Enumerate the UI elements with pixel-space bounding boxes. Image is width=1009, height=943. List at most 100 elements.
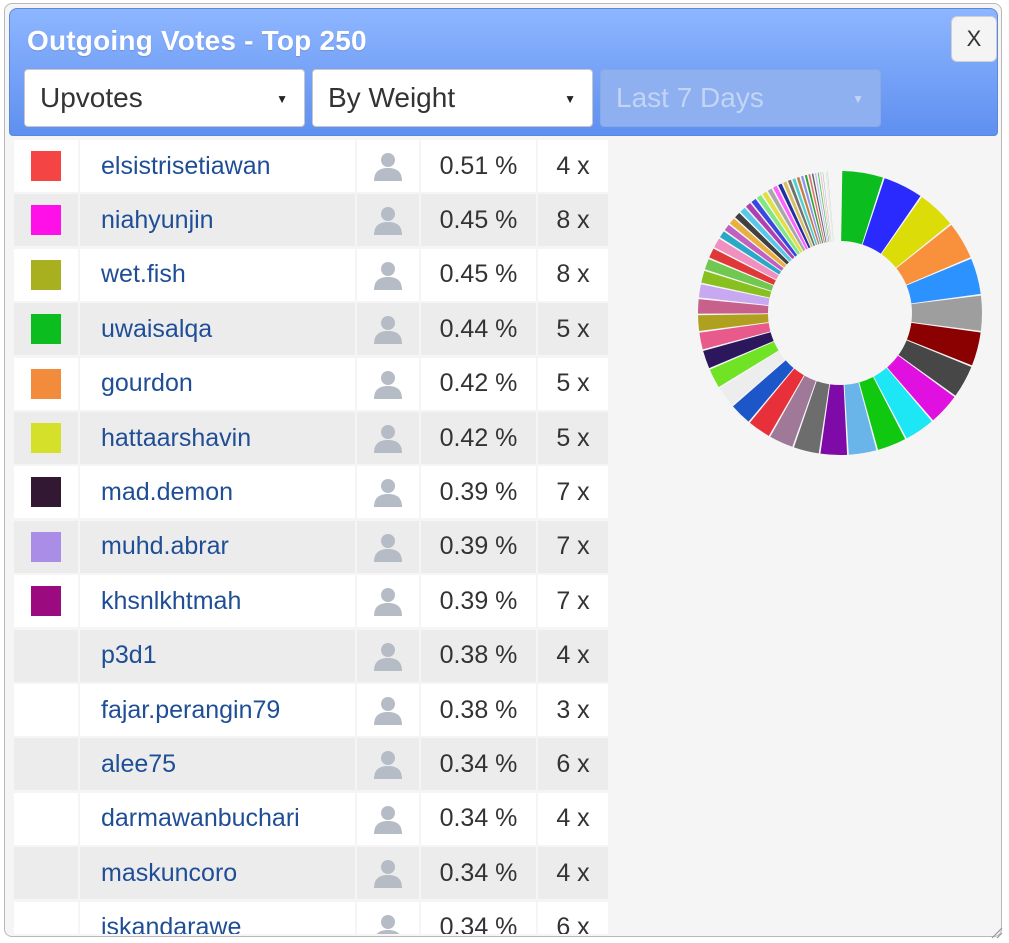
pie-slice[interactable] <box>814 173 828 243</box>
pie-slice[interactable] <box>898 340 972 396</box>
pie-slice[interactable] <box>751 198 798 257</box>
pie-slice[interactable] <box>822 172 832 242</box>
account-link[interactable]: niahyunjin <box>80 194 355 247</box>
pie-slice[interactable] <box>827 171 834 242</box>
account-link[interactable]: darmawanbuchari <box>80 792 355 845</box>
pie-slice[interactable] <box>887 355 955 421</box>
pie-slice[interactable] <box>709 341 779 387</box>
vote-type-select[interactable]: Upvotes ▼ <box>24 69 305 127</box>
sort-select[interactable]: By Weight ▼ <box>312 69 593 127</box>
pie-slice[interactable] <box>762 191 803 253</box>
pie-slice[interactable] <box>800 175 822 244</box>
pie-slice[interactable] <box>787 179 816 247</box>
pie-slice[interactable] <box>844 382 877 455</box>
pie-slice[interactable] <box>793 381 830 454</box>
pie-slice[interactable] <box>719 351 786 406</box>
user-icon[interactable] <box>357 520 419 573</box>
pie-slice[interactable] <box>881 196 951 268</box>
account-link[interactable]: elsistrisetiawan <box>80 140 355 192</box>
account-link[interactable]: uwaisalqa <box>80 303 355 356</box>
pie-slice[interactable] <box>767 188 806 252</box>
pie-slice[interactable] <box>873 367 932 439</box>
pie-slice[interactable] <box>770 375 816 447</box>
user-icon[interactable] <box>357 357 419 410</box>
pie-slice[interactable] <box>701 270 772 298</box>
pie-slice[interactable] <box>698 299 769 314</box>
close-button[interactable]: X <box>951 16 997 62</box>
pie-slice[interactable] <box>841 171 883 245</box>
pie-slice[interactable] <box>862 178 921 254</box>
user-icon[interactable] <box>357 738 419 791</box>
color-swatch <box>31 423 61 453</box>
account-link[interactable]: fajar.perangin79 <box>80 684 355 736</box>
pie-slice[interactable] <box>749 368 804 436</box>
pie-slice[interactable] <box>709 248 776 285</box>
pie-slice[interactable] <box>896 224 971 285</box>
resize-handle-icon[interactable] <box>989 925 1003 939</box>
pie-slice[interactable] <box>745 203 795 260</box>
pie-slice[interactable] <box>783 181 813 248</box>
pie-slice[interactable] <box>804 174 824 244</box>
pie-slice[interactable] <box>699 322 771 350</box>
pie-slice[interactable] <box>773 185 808 250</box>
user-icon[interactable] <box>357 303 419 356</box>
pie-slice[interactable] <box>906 258 981 304</box>
vote-percent: 0.38 % <box>421 684 536 736</box>
user-icon[interactable] <box>357 466 419 519</box>
pie-slice[interactable] <box>756 195 800 255</box>
account-link[interactable]: khsnlkhtmah <box>80 575 355 628</box>
pie-slice[interactable] <box>859 376 906 450</box>
account-link[interactable]: gourdon <box>80 357 355 410</box>
vote-count: 8 x <box>538 194 608 247</box>
account-link[interactable]: iskandarawe <box>80 901 355 934</box>
color-swatch <box>31 259 61 290</box>
account-link[interactable]: maskuncoro <box>80 847 355 900</box>
pie-slice[interactable] <box>820 384 848 456</box>
pie-slice[interactable] <box>778 183 811 249</box>
pie-slice[interactable] <box>724 224 784 271</box>
user-icon[interactable] <box>357 575 419 628</box>
table-row: niahyunjin 0.45 % 8 x <box>14 194 615 248</box>
pie-slice[interactable] <box>911 295 982 331</box>
pie-slice[interactable] <box>906 322 981 366</box>
user-icon[interactable] <box>357 248 419 301</box>
user-icon[interactable] <box>357 194 419 247</box>
vote-percent: 0.39 % <box>421 575 536 628</box>
color-swatch-cell <box>14 303 78 356</box>
pie-slice[interactable] <box>817 172 830 242</box>
vote-count: 4 x <box>538 847 608 900</box>
account-link[interactable]: hattaarshavin <box>80 412 355 464</box>
account-link[interactable]: alee75 <box>80 738 355 791</box>
pie-slice[interactable] <box>808 174 825 243</box>
pie-slice[interactable] <box>796 176 820 245</box>
pie-slice[interactable] <box>698 284 770 306</box>
period-select: Last 7 Days ▼ <box>600 69 881 127</box>
pie-slice[interactable] <box>811 173 827 243</box>
user-icon[interactable] <box>357 412 419 464</box>
pie-slice[interactable] <box>729 218 787 268</box>
pie-slice[interactable] <box>735 212 789 265</box>
vote-percent: 0.44 % <box>421 303 536 356</box>
pie-slice[interactable] <box>826 171 834 242</box>
pie-slice[interactable] <box>714 238 779 280</box>
pie-slice[interactable] <box>824 171 833 242</box>
pie-slice[interactable] <box>740 207 792 262</box>
user-icon[interactable] <box>357 792 419 845</box>
user-icon[interactable] <box>357 847 419 900</box>
vote-count: 8 x <box>538 248 608 301</box>
pie-slice[interactable] <box>792 178 818 246</box>
pie-slice[interactable] <box>704 259 774 291</box>
pie-slice[interactable] <box>698 314 769 332</box>
account-link[interactable]: wet.fish <box>80 248 355 301</box>
pie-slice[interactable] <box>719 231 782 275</box>
account-link[interactable]: mad.demon <box>80 466 355 519</box>
pie-slice[interactable] <box>703 332 774 369</box>
pie-slice[interactable] <box>820 172 831 242</box>
user-icon[interactable] <box>357 140 419 192</box>
account-link[interactable]: muhd.abrar <box>80 520 355 573</box>
user-icon[interactable] <box>357 629 419 682</box>
user-icon[interactable] <box>357 684 419 736</box>
user-icon[interactable] <box>357 901 419 934</box>
pie-slice[interactable] <box>732 360 794 422</box>
account-link[interactable]: p3d1 <box>80 629 355 682</box>
